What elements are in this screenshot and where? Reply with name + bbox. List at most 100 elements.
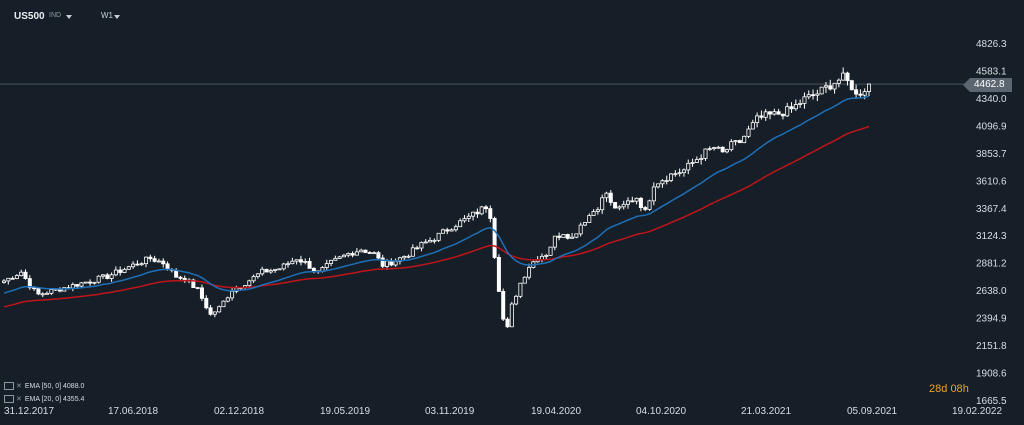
candle-body — [152, 258, 157, 262]
candle-body — [100, 274, 105, 277]
y-tick-label: 4096.9 — [976, 121, 1007, 132]
candle-body — [561, 234, 566, 238]
indicator-settings-icon[interactable] — [4, 382, 14, 391]
candle-body — [591, 211, 596, 216]
candle-body — [23, 271, 28, 280]
candle-body — [483, 206, 488, 210]
candle-body — [664, 180, 669, 182]
candle-body — [298, 259, 303, 263]
candle-body — [471, 211, 476, 217]
close-icon[interactable]: ✕ — [16, 383, 22, 390]
candle-body — [367, 252, 372, 254]
candle-body — [324, 263, 329, 268]
legend-ema50[interactable]: ✕ EMA [50, 0] 4088.0 — [4, 382, 85, 391]
candle-body — [694, 159, 699, 163]
candle-body — [45, 292, 50, 295]
candle-body — [836, 79, 841, 84]
candle-body — [199, 287, 204, 299]
timeframe-dropdown-icon[interactable] — [114, 15, 120, 19]
candle-body — [311, 267, 316, 272]
candle-body — [867, 83, 872, 92]
candle-body — [570, 236, 575, 239]
candle-body — [552, 235, 557, 248]
candle-body — [604, 192, 609, 199]
candle-body — [79, 282, 84, 287]
candle-body — [823, 85, 828, 88]
candle-body — [113, 269, 118, 276]
y-tick-label: 4583.1 — [976, 66, 1007, 77]
candle-body — [742, 135, 747, 144]
candle-body — [350, 253, 355, 256]
candle-body — [204, 297, 209, 309]
candle-body — [724, 149, 729, 153]
candle-body — [75, 284, 80, 287]
candle-body — [677, 172, 682, 175]
candle-body — [458, 220, 463, 228]
countdown-hour-unit: h — [962, 383, 969, 395]
candle-body — [462, 218, 467, 222]
candle-body — [509, 303, 514, 328]
symbol-dropdown-icon[interactable] — [66, 15, 72, 19]
candle-body — [776, 111, 781, 115]
candle-body — [139, 263, 144, 266]
x-tick-label: 02.12.2018 — [214, 406, 264, 417]
candle-body — [518, 282, 523, 297]
candle-body — [582, 222, 587, 226]
candle-body — [815, 93, 820, 96]
candle-body — [651, 186, 656, 202]
candle-body — [527, 267, 532, 278]
candle-body — [337, 256, 342, 259]
candle-body — [828, 85, 833, 90]
candle-body — [690, 162, 695, 164]
candle-body — [798, 102, 803, 105]
candle-body — [144, 256, 149, 265]
legend-value: 4088.0 — [63, 383, 85, 390]
candle-body — [656, 183, 661, 188]
y-tick-label: 3367.4 — [976, 204, 1007, 215]
candle-body — [281, 263, 286, 270]
candle-body — [273, 268, 278, 271]
ema50-line — [3, 125, 870, 308]
candle-body — [10, 277, 15, 280]
candle-countdown: 28d 08h — [929, 383, 969, 395]
candle-body — [135, 263, 140, 266]
y-tick-label: 4826.3 — [976, 39, 1007, 50]
candle-body — [230, 291, 235, 299]
candle-body — [858, 93, 863, 96]
candle-body — [286, 263, 291, 266]
candle-body — [174, 269, 179, 278]
candle-body — [380, 257, 385, 267]
close-icon[interactable]: ✕ — [16, 396, 22, 403]
candle-body — [492, 218, 497, 258]
indicator-settings-icon[interactable] — [4, 395, 14, 404]
timeframe-label[interactable]: W1 — [101, 11, 113, 20]
candle-body — [621, 203, 626, 208]
candle-body — [514, 295, 519, 305]
candle-body — [841, 72, 846, 81]
candle-body — [755, 115, 760, 124]
candle-body — [410, 247, 415, 257]
candle-body — [6, 277, 11, 282]
candle-body — [363, 249, 368, 253]
candle-body — [354, 251, 359, 256]
candle-body — [70, 284, 75, 289]
countdown-days: 28 — [929, 383, 942, 395]
candle-body — [780, 113, 785, 117]
candle-body — [406, 255, 411, 258]
candle-body — [475, 211, 480, 215]
candle-body — [733, 140, 738, 143]
candle-body — [49, 289, 54, 294]
x-tick-label: 19.05.2019 — [320, 406, 370, 417]
candle-body — [811, 94, 816, 97]
candle-body — [333, 258, 338, 261]
candle-body — [712, 147, 717, 150]
legend-ema20[interactable]: ✕ EMA [20, 0] 4355.4 — [4, 395, 84, 404]
countdown-hours: 08 — [950, 383, 963, 395]
candle-body — [255, 273, 260, 277]
symbol-label[interactable]: US500 — [14, 11, 45, 22]
y-tick-label: 3853.7 — [976, 149, 1007, 160]
candle-body — [626, 200, 631, 205]
candle-body — [96, 275, 101, 283]
candle-body — [793, 104, 798, 110]
